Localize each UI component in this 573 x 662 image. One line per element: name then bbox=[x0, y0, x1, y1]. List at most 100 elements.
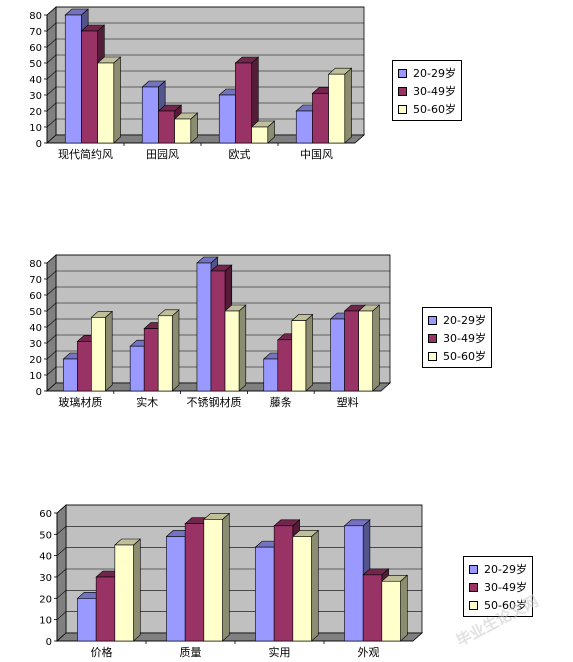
bar-side bbox=[305, 313, 313, 392]
gridline bbox=[46, 102, 364, 112]
bar-side bbox=[222, 512, 230, 642]
legend-label: 50-60岁 bbox=[443, 350, 486, 363]
bar-front bbox=[114, 544, 134, 642]
y-tick-label: 20 bbox=[39, 594, 52, 605]
bar-front bbox=[251, 126, 269, 144]
bar-front bbox=[143, 328, 159, 392]
legend-swatch bbox=[398, 86, 407, 96]
x-category-label: 不锈钢材质 bbox=[187, 395, 242, 409]
y-tick-label: 40 bbox=[29, 323, 42, 334]
bar-front bbox=[263, 358, 279, 392]
bar-front bbox=[77, 341, 92, 392]
bar bbox=[114, 538, 142, 642]
legend-item: 50-60岁 bbox=[398, 100, 456, 118]
bar-front bbox=[64, 14, 82, 144]
bar bbox=[234, 56, 260, 144]
legend-swatch bbox=[428, 351, 437, 361]
y-tick-label: 60 bbox=[29, 43, 42, 54]
legend-swatch bbox=[469, 582, 478, 592]
bar bbox=[203, 512, 231, 642]
bar-front bbox=[157, 315, 173, 392]
y-tick-label: 50 bbox=[29, 307, 42, 318]
bar-side bbox=[105, 310, 113, 392]
gridline bbox=[46, 86, 364, 96]
legend-chart-2: 20-29岁 30-49岁 50-60岁 bbox=[422, 307, 492, 368]
bar bbox=[96, 56, 122, 144]
legend-item: 20-29岁 bbox=[428, 311, 486, 329]
x-category-label: 欧式 bbox=[229, 148, 251, 161]
gridline bbox=[46, 22, 364, 32]
bar-front bbox=[166, 536, 186, 642]
y-tick-label: 60 bbox=[29, 291, 42, 302]
bar-front bbox=[158, 110, 175, 144]
gridline bbox=[46, 286, 390, 296]
y-tick-label: 70 bbox=[29, 27, 42, 38]
x-category-label: 实用 bbox=[269, 645, 291, 659]
y-tick-label: 30 bbox=[29, 91, 42, 102]
bar-side bbox=[238, 304, 247, 392]
bar-front bbox=[77, 598, 97, 642]
legend-label: 50-60岁 bbox=[413, 103, 456, 116]
y-tick-label: 0 bbox=[46, 637, 52, 648]
legend-swatch bbox=[428, 333, 437, 343]
bar-front bbox=[291, 320, 307, 392]
bar-front bbox=[196, 262, 212, 392]
bar bbox=[292, 529, 320, 642]
legend-label: 30-49岁 bbox=[443, 332, 486, 345]
legend-label: 30-49岁 bbox=[413, 85, 456, 98]
gridline bbox=[46, 318, 390, 328]
gridline bbox=[46, 334, 390, 344]
legend-item: 20-29岁 bbox=[469, 560, 527, 578]
bar-front bbox=[292, 536, 312, 642]
bar-front bbox=[312, 93, 329, 144]
bar-front bbox=[344, 310, 359, 392]
x-category-label: 塑料 bbox=[337, 395, 359, 409]
x-category-label: 田园风 bbox=[146, 148, 179, 161]
bar bbox=[90, 310, 113, 392]
bar-front bbox=[328, 73, 346, 144]
chart-2: 0 10 20 30 40 50 60 70 80 玻璃材质 实木 不锈钢材质 藤条 塑料 bbox=[29, 254, 392, 409]
bar bbox=[357, 304, 381, 392]
bar-side bbox=[400, 574, 408, 642]
bar-front bbox=[277, 339, 293, 392]
bar bbox=[291, 313, 314, 392]
bar-front bbox=[358, 310, 373, 392]
legend-swatch bbox=[469, 564, 478, 574]
y-tick-label: 30 bbox=[39, 573, 52, 584]
legend-item: 50-60岁 bbox=[469, 596, 527, 614]
bar-front bbox=[141, 86, 159, 144]
y-tick-label: 10 bbox=[29, 371, 42, 382]
bar-side bbox=[311, 529, 319, 642]
gridline bbox=[46, 70, 364, 80]
bar-side bbox=[133, 538, 141, 642]
legend-swatch bbox=[428, 315, 437, 325]
legend-label: 20-29岁 bbox=[443, 314, 486, 327]
bar bbox=[173, 112, 199, 144]
bar-front bbox=[184, 523, 205, 642]
legend-item: 30-49岁 bbox=[398, 82, 456, 100]
x-category-label: 质量 bbox=[180, 646, 202, 659]
y-tick-label: 80 bbox=[29, 259, 42, 270]
bar bbox=[250, 120, 276, 144]
bar bbox=[381, 574, 409, 642]
y-tick-label: 80 bbox=[29, 11, 42, 22]
bar-front bbox=[210, 270, 226, 392]
y-tick-label: 40 bbox=[39, 552, 52, 563]
gridline bbox=[46, 254, 390, 264]
y-tick-label: 0 bbox=[36, 387, 42, 398]
legend-swatch bbox=[398, 68, 407, 78]
y-tick-label: 50 bbox=[39, 530, 52, 541]
bar-front bbox=[174, 118, 192, 144]
gridline bbox=[56, 526, 422, 535]
x-category-label: 外观 bbox=[358, 646, 380, 659]
bar bbox=[157, 309, 180, 392]
gridline bbox=[46, 270, 390, 280]
chart-1: 0 10 20 30 40 50 60 70 80 现代简约风 田园风 欧式 中国风 bbox=[29, 6, 366, 161]
y-tick-label: 40 bbox=[29, 75, 42, 86]
bar-side bbox=[372, 304, 380, 392]
bar-front bbox=[235, 62, 252, 144]
x-category-label: 藤条 bbox=[270, 395, 292, 409]
x-category-label: 价格 bbox=[91, 645, 113, 659]
bar-front bbox=[129, 345, 145, 392]
